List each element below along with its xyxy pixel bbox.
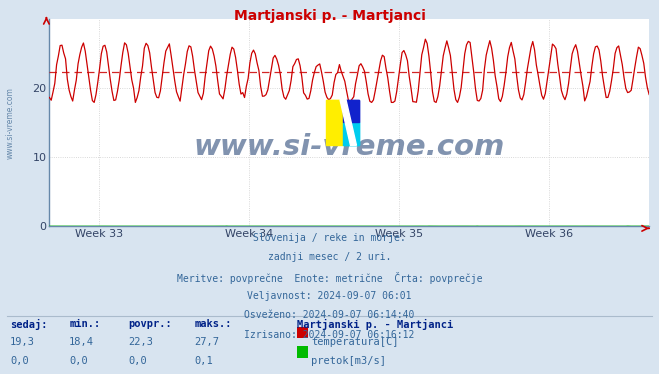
- Text: pretok[m3/s]: pretok[m3/s]: [311, 356, 386, 366]
- Text: povpr.:: povpr.:: [129, 319, 172, 329]
- Bar: [326, 99, 343, 145]
- Text: 27,7: 27,7: [194, 337, 219, 347]
- Text: www.si-vreme.com: www.si-vreme.com: [194, 134, 505, 162]
- Text: maks.:: maks.:: [194, 319, 232, 329]
- Bar: [343, 123, 359, 145]
- Text: 18,4: 18,4: [69, 337, 94, 347]
- Text: 0,0: 0,0: [69, 356, 88, 366]
- Polygon shape: [343, 99, 359, 123]
- Text: Martjanski p. - Martjanci: Martjanski p. - Martjanci: [233, 9, 426, 23]
- Text: Izrisano: 2024-09-07 06:16:12: Izrisano: 2024-09-07 06:16:12: [244, 330, 415, 340]
- Text: sedaj:: sedaj:: [10, 319, 47, 329]
- Bar: [343, 99, 359, 123]
- Text: Martjanski p. - Martjanci: Martjanski p. - Martjanci: [297, 319, 453, 329]
- Text: min.:: min.:: [69, 319, 100, 329]
- Text: 19,3: 19,3: [10, 337, 35, 347]
- Polygon shape: [343, 123, 359, 145]
- Text: Veljavnost: 2024-09-07 06:01: Veljavnost: 2024-09-07 06:01: [247, 291, 412, 301]
- Text: 0,1: 0,1: [194, 356, 213, 366]
- Text: Meritve: povprečne  Enote: metrične  Črta: povprečje: Meritve: povprečne Enote: metrične Črta:…: [177, 272, 482, 283]
- Text: 0,0: 0,0: [10, 356, 28, 366]
- Text: 0,0: 0,0: [129, 356, 147, 366]
- Text: Slovenija / reke in morje.: Slovenija / reke in morje.: [253, 233, 406, 243]
- Text: Osveženo: 2024-09-07 06:14:40: Osveženo: 2024-09-07 06:14:40: [244, 310, 415, 321]
- Text: 22,3: 22,3: [129, 337, 154, 347]
- Polygon shape: [340, 99, 357, 145]
- Text: temperatura[C]: temperatura[C]: [311, 337, 399, 347]
- Text: www.si-vreme.com: www.si-vreme.com: [5, 88, 14, 159]
- Text: zadnji mesec / 2 uri.: zadnji mesec / 2 uri.: [268, 252, 391, 262]
- Polygon shape: [326, 99, 343, 145]
